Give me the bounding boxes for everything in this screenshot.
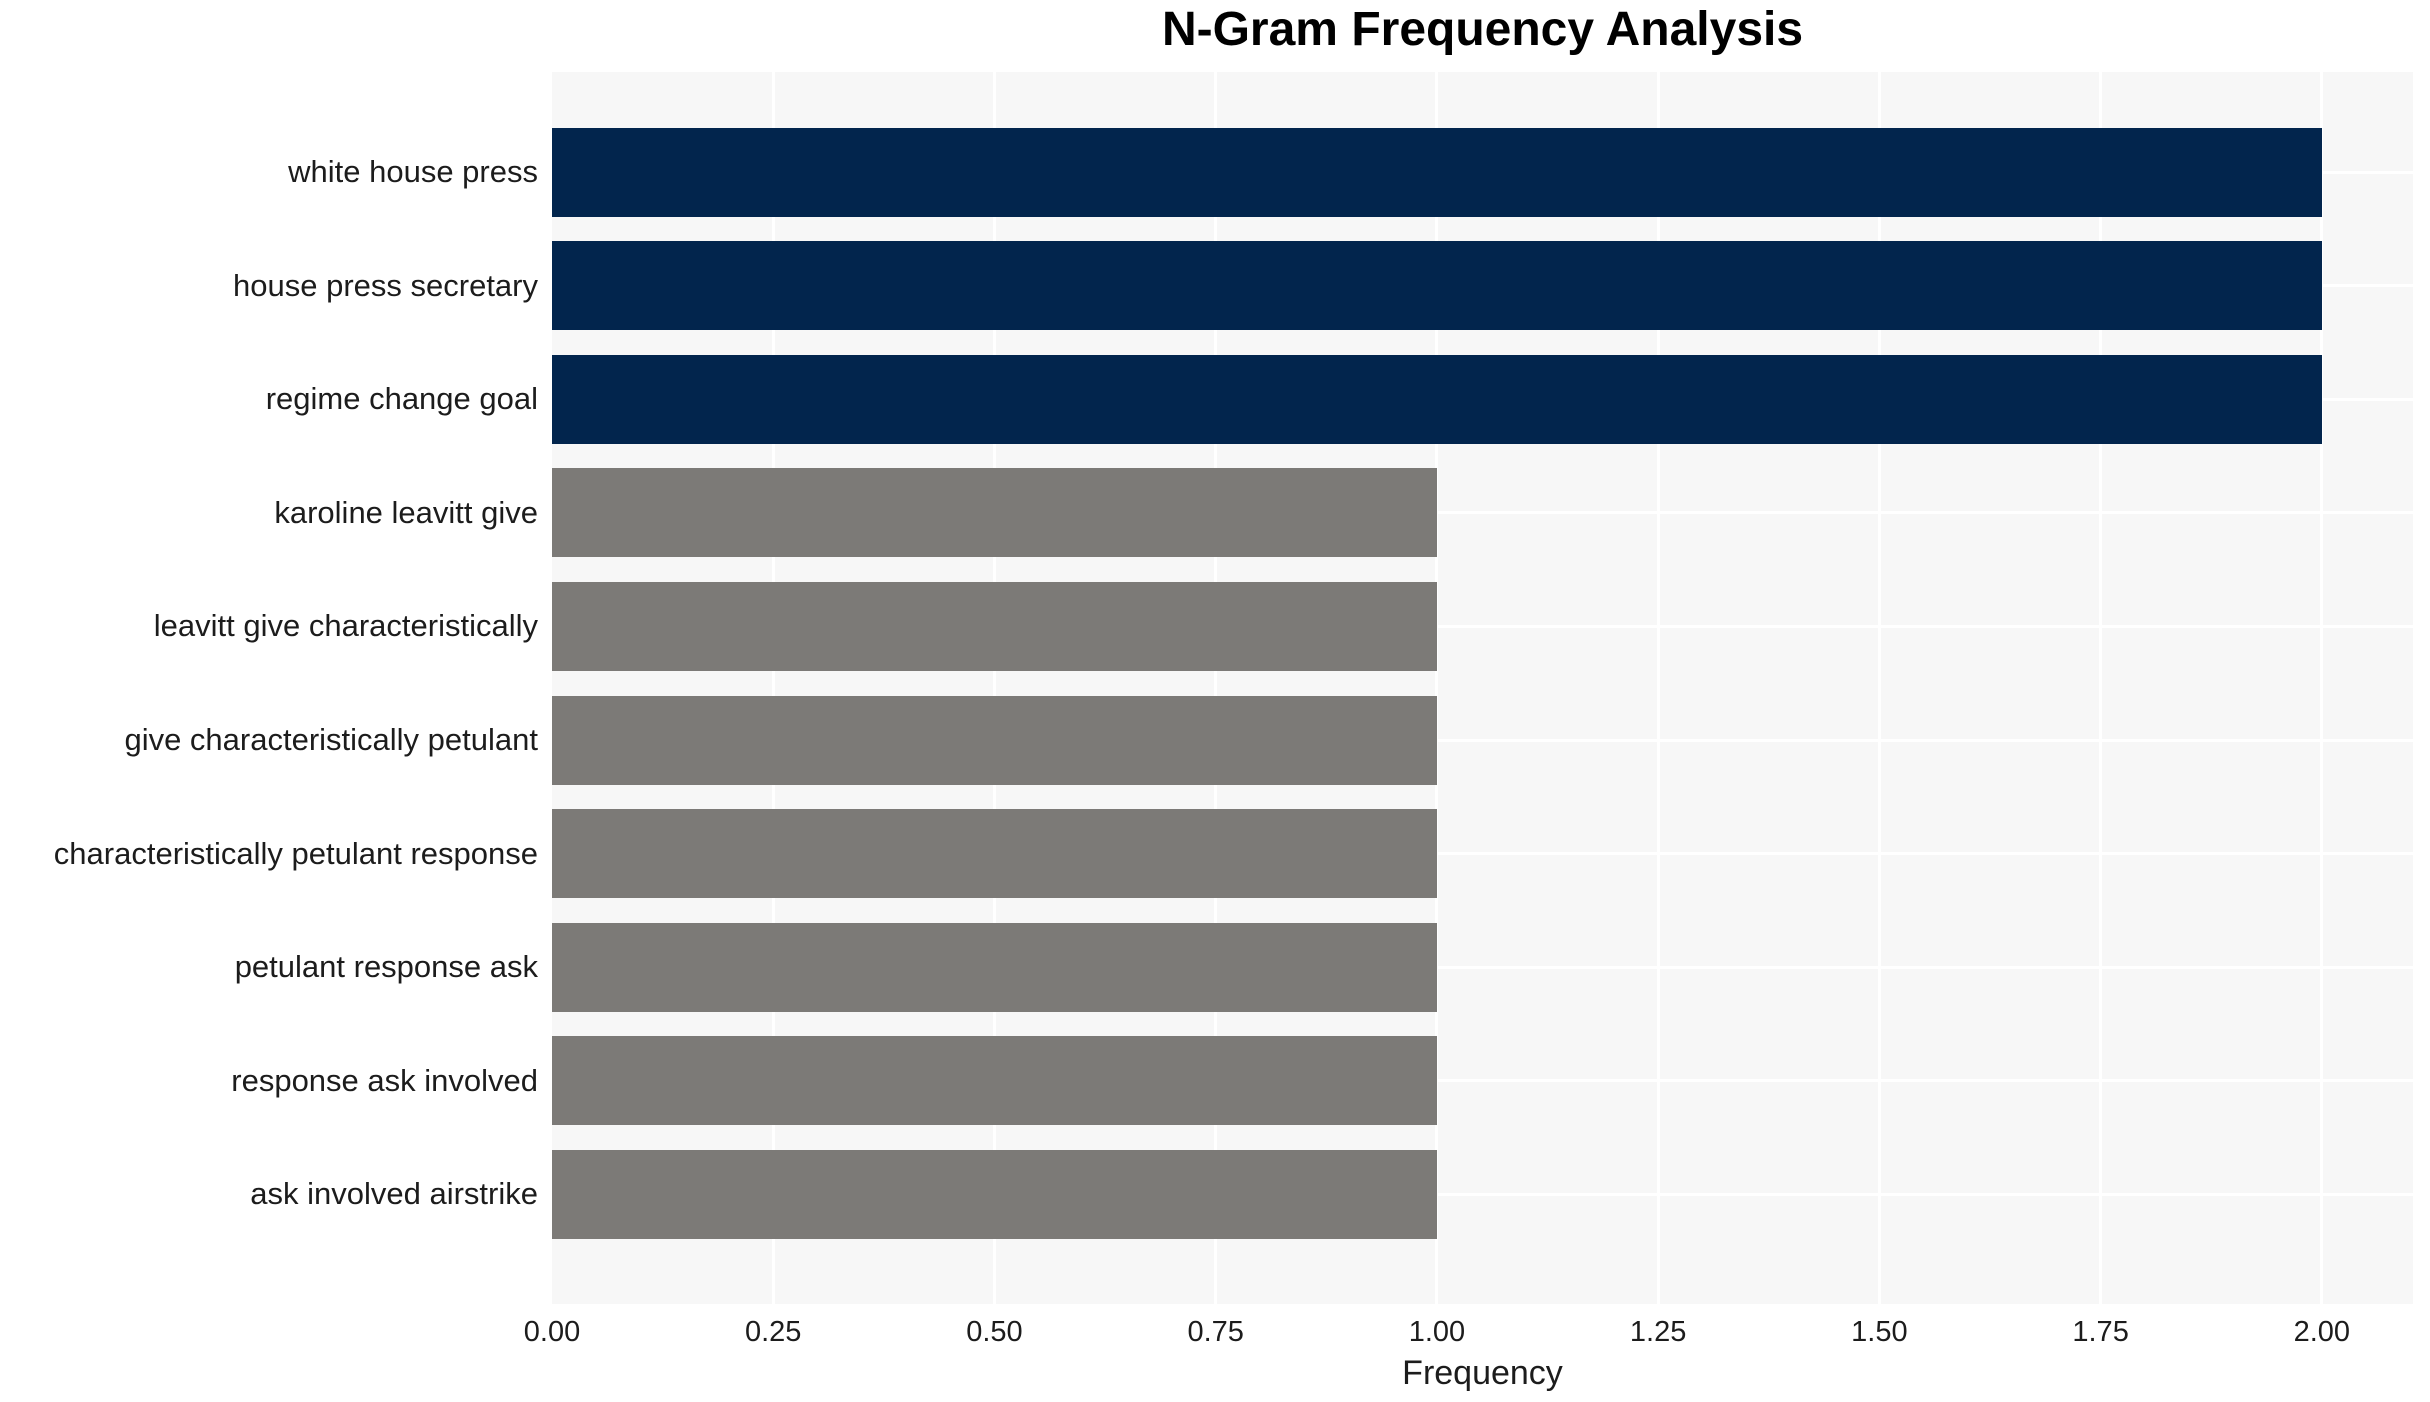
x-tick-label: 1.50 xyxy=(1851,1316,1908,1348)
bar-ask-involved-airstrike xyxy=(552,1149,1437,1239)
gridline-vertical xyxy=(2099,72,2103,1304)
bar-characteristically-petulant-response xyxy=(552,809,1437,899)
gridline-vertical xyxy=(1214,72,1218,1304)
bar-petulant-response-ask xyxy=(552,922,1437,1012)
plot-area xyxy=(552,72,2413,1304)
gridline-horizontal xyxy=(552,738,2413,742)
y-tick-label: ask involved airstrike xyxy=(250,1176,538,1212)
bar-response-ask-involved xyxy=(552,1036,1437,1126)
x-tick-label: 1.00 xyxy=(1408,1316,1466,1348)
gridline-vertical xyxy=(1435,72,1439,1304)
gridline-vertical xyxy=(771,72,775,1304)
x-tick-label: 2.00 xyxy=(2293,1316,2351,1348)
y-tick-label: give characteristically petulant xyxy=(124,722,538,757)
y-tick-label: house press secretary xyxy=(233,267,538,303)
y-tick-label: karoline leavitt give xyxy=(274,494,538,530)
gridline-horizontal xyxy=(552,511,2413,515)
y-tick-label: regime change goal xyxy=(265,381,538,417)
x-tick-label: 0.75 xyxy=(1187,1316,1244,1348)
gridline-horizontal xyxy=(552,1079,2413,1083)
y-tick-label: petulant response ask xyxy=(234,949,538,985)
bar-regime-change-goal xyxy=(552,354,2322,444)
bar-white-house-press xyxy=(552,127,2322,217)
bar-leavitt-give-characteristically xyxy=(552,581,1437,671)
gridline-horizontal xyxy=(552,965,2413,969)
x-tick-label: 0.00 xyxy=(523,1316,581,1348)
gridline-vertical xyxy=(1656,72,1660,1304)
bar-give-characteristically-petulant xyxy=(552,695,1437,785)
y-tick-label: response ask involved xyxy=(231,1062,538,1098)
x-tick-label: 0.25 xyxy=(744,1316,802,1348)
gridline-horizontal xyxy=(552,624,2413,628)
y-tick-label: characteristically petulant response xyxy=(53,835,538,871)
gridline-vertical xyxy=(992,72,996,1304)
gridline-horizontal xyxy=(552,1192,2413,1196)
gridline-horizontal xyxy=(552,852,2413,856)
bar-karoline-leavitt-give xyxy=(552,468,1437,558)
x-tick-label: 1.25 xyxy=(1629,1316,1687,1348)
bar-house-press-secretary xyxy=(552,241,2322,331)
x-tick-label: 1.75 xyxy=(2072,1316,2129,1348)
chart-title: N-Gram Frequency Analysis xyxy=(1161,3,1804,56)
x-axis-label: Frequency xyxy=(1402,1354,1563,1392)
x-tick-label: 0.50 xyxy=(966,1316,1023,1348)
gridline-vertical xyxy=(1877,72,1881,1304)
gridline-vertical xyxy=(2320,72,2324,1304)
y-tick-label: white house press xyxy=(288,154,538,189)
y-tick-label: leavitt give characteristically xyxy=(153,608,538,644)
